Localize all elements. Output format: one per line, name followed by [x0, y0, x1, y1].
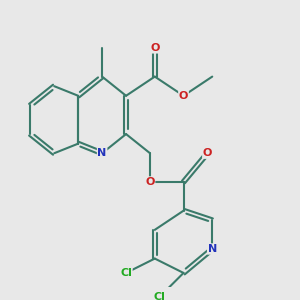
- Text: O: O: [179, 91, 188, 101]
- Text: O: O: [145, 177, 155, 187]
- Text: O: O: [150, 43, 160, 53]
- Text: O: O: [203, 148, 212, 158]
- Text: Cl: Cl: [154, 292, 166, 300]
- Text: Cl: Cl: [120, 268, 132, 278]
- Text: N: N: [98, 148, 107, 158]
- Text: N: N: [208, 244, 217, 254]
